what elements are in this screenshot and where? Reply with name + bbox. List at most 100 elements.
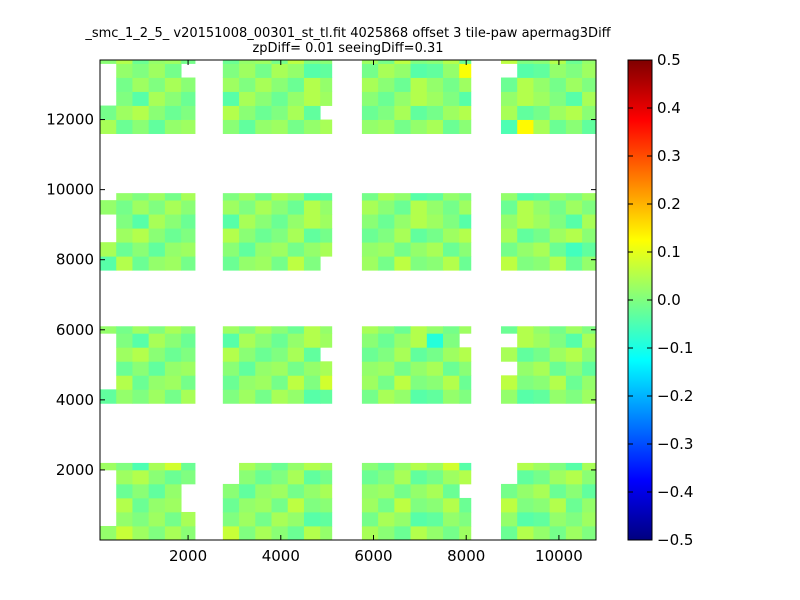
heatmap-cell <box>222 333 240 348</box>
heatmap-cell <box>148 462 166 471</box>
heatmap-cell <box>164 77 182 92</box>
heatmap-cell <box>287 119 305 134</box>
heatmap-cell <box>148 361 166 376</box>
heatmap-cell <box>517 63 534 78</box>
heatmap-cell <box>255 91 272 106</box>
heatmap-cell <box>565 228 583 243</box>
heatmap-cell <box>239 361 256 376</box>
x-tick-label: 10000 <box>535 547 583 565</box>
heatmap-cell <box>132 119 150 134</box>
heatmap-cell <box>181 347 196 362</box>
heatmap-cell <box>582 77 597 92</box>
heatmap-cell <box>148 347 166 362</box>
heatmap-cell <box>378 483 395 499</box>
heatmap-cell <box>549 200 567 215</box>
heatmap-cell <box>100 462 117 471</box>
heatmap-cell <box>255 375 272 390</box>
heatmap-cell <box>533 469 551 485</box>
heatmap-cell <box>443 256 460 271</box>
heatmap-cell <box>565 256 583 271</box>
heatmap-cell <box>361 347 379 362</box>
heatmap-cell <box>582 91 597 106</box>
heatmap-cell <box>303 105 321 120</box>
heatmap-cell <box>222 214 240 229</box>
heatmap-cell <box>287 462 305 471</box>
heatmap-cell <box>378 105 395 120</box>
heatmap-cell <box>320 326 333 334</box>
heatmap-cell <box>320 77 333 92</box>
colorbar-tick-label: −0.3 <box>657 435 693 453</box>
heatmap-cell <box>565 119 583 134</box>
heatmap-cell <box>361 525 379 541</box>
heatmap-cell <box>443 469 460 485</box>
heatmap-cell <box>517 483 534 499</box>
heatmap-cell <box>222 228 240 243</box>
heatmap-cell <box>565 91 583 106</box>
heatmap-cell <box>255 63 272 78</box>
heatmap-cell <box>271 200 289 215</box>
heatmap-cell <box>378 91 395 106</box>
heatmap-cell <box>533 326 551 334</box>
heatmap-cell <box>303 525 321 541</box>
heatmap-cell <box>222 105 240 120</box>
heatmap-cell <box>394 469 411 485</box>
heatmap-cell <box>426 214 444 229</box>
heatmap-cell <box>255 228 272 243</box>
heatmap-cell <box>517 389 534 404</box>
heatmap-cell <box>426 60 444 64</box>
heatmap-cell <box>443 105 460 120</box>
heatmap-cell <box>287 256 305 271</box>
heatmap-cell <box>255 200 272 215</box>
heatmap-cell <box>303 361 321 376</box>
heatmap-cell <box>320 511 333 527</box>
heatmap-cell <box>164 60 182 64</box>
chart-title: _smc_1_2_5_ v20151008_00301_st_tl.fit 40… <box>40 26 656 56</box>
heatmap-cell <box>303 193 321 201</box>
heatmap-cell <box>533 462 551 471</box>
heatmap-cell <box>361 60 379 64</box>
heatmap-cell <box>517 60 534 64</box>
heatmap-cell <box>148 375 166 390</box>
heatmap-cell <box>549 60 567 64</box>
heatmap-cell <box>255 193 272 201</box>
heatmap-cell <box>239 77 256 92</box>
heatmap-cell <box>320 60 333 64</box>
heatmap-cell <box>426 228 444 243</box>
heatmap-cell <box>271 525 289 541</box>
heatmap-cell <box>303 333 321 348</box>
y-tick-label: 12000 <box>46 111 94 129</box>
heatmap-cell <box>222 91 240 106</box>
heatmap-cell <box>533 63 551 78</box>
heatmap-cell <box>132 91 150 106</box>
heatmap-cell <box>410 228 428 243</box>
heatmap-cell <box>378 462 395 471</box>
heatmap-cell <box>533 525 551 541</box>
heatmap-cell <box>549 375 567 390</box>
heatmap-cell <box>410 511 428 527</box>
heatmap-cell <box>320 333 333 348</box>
heatmap-cell <box>287 63 305 78</box>
heatmap-cell <box>287 497 305 513</box>
heatmap-cell <box>361 91 379 106</box>
heatmap-cell <box>426 105 444 120</box>
heatmap-cell <box>239 375 256 390</box>
heatmap-cell <box>361 375 379 390</box>
heatmap-cell <box>164 63 182 78</box>
heatmap-cell <box>303 497 321 513</box>
heatmap-cell <box>148 483 166 499</box>
heatmap-cell <box>500 483 518 499</box>
heatmap-cell <box>148 511 166 527</box>
heatmap-cell <box>410 347 428 362</box>
heatmap-cell <box>517 77 534 92</box>
heatmap-cell <box>459 375 472 390</box>
x-tick-label: 4000 <box>262 547 300 565</box>
heatmap-cell <box>500 228 518 243</box>
heatmap-cell <box>394 256 411 271</box>
heatmap-cell <box>239 462 256 471</box>
heatmap-cell <box>239 242 256 257</box>
heatmap-cell <box>459 469 472 485</box>
heatmap-cell <box>443 389 460 404</box>
heatmap-cell <box>116 497 133 513</box>
heatmap-cell <box>394 77 411 92</box>
heatmap-cell <box>443 525 460 541</box>
